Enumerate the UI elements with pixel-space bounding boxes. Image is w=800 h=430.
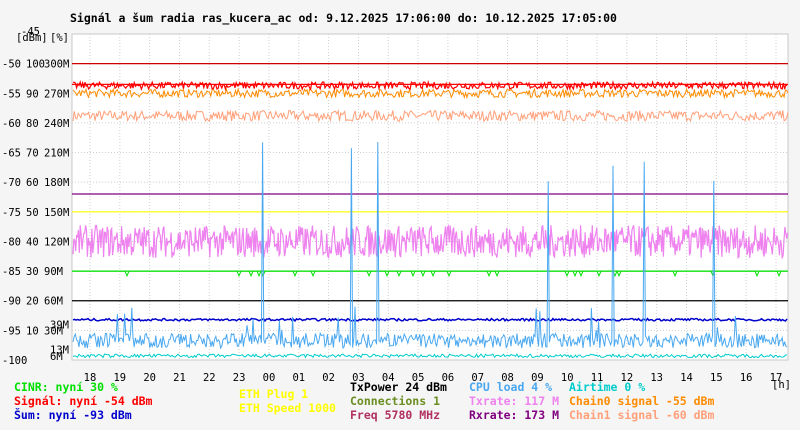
x-tick-label: 09 [531,372,544,384]
y-tick-rate: 150M [44,207,69,219]
y-tick-pct: 30 [26,266,39,278]
y-tick-rate: 210M [44,148,69,160]
y-tick-pct: 70 [26,148,39,160]
x-tick-label: 12 [621,372,634,384]
legend-signal: Signál: nyní -54 dBm [14,394,153,408]
legend-eth-plug: ETH Plug 1 [239,387,309,401]
y-tick-dbm: -70 [2,177,21,189]
x-tick-label: 14 [680,372,693,384]
series-chain0 [72,87,789,100]
x-tick-label: 21 [173,372,186,384]
y-tick-dbm: -95 [2,325,21,337]
series-noise [72,317,788,323]
y-tick-rate: 120M [44,236,69,248]
y-tick-dbm: -45 [21,26,40,38]
y-tick-dbm: -60 [2,118,21,130]
legend-eth-speed: ETH Speed 1000 [239,401,336,415]
marker-label: 39M [50,319,69,331]
y-tick-pct: 50 [26,207,39,219]
y-tick-rate: 30M [44,325,63,337]
y-tick-pct: 60 [26,177,39,189]
x-tick-label: 01 [292,372,305,384]
legend-col-3: TxPower 24 dBm Connections 1 Freq 5780 M… [350,380,447,422]
x-tick-label: 07 [471,372,484,384]
y-tick-dbm: -90 [2,296,21,308]
x-tick-label: 23 [233,372,246,384]
y-unit-pct: [%] [50,32,69,44]
legend-rxrate: Rxrate: 173 M [469,408,560,422]
legend-txrate: Txrate: 117 M [469,394,560,408]
y-tick-pct: 90 [26,88,39,100]
y-tick-pct: 80 [26,118,39,130]
legend-txpower: TxPower 24 dBm [350,380,447,394]
y-unit-dbm: [dBm] [16,32,48,44]
grid [71,33,789,361]
x-tick-label: 15 [710,372,723,384]
x-tick-label: 00 [263,372,276,384]
y-tick-pct: 40 [26,236,39,248]
series-txrate [72,223,789,260]
chart-title: Signál a šum radia ras_kucera_ac od: 9.1… [70,11,617,26]
legend-col-2: ETH Plug 1 ETH Speed 1000 [239,387,336,415]
y-tick-rate: 180M [44,177,69,189]
x-tick-label: 02 [322,372,335,384]
legend-connections: Connections 1 [350,394,441,408]
x-tick-label: 04 [382,372,395,384]
y-tick-rate: 300M [44,59,69,71]
y-tick-dbm: -55 [2,88,21,100]
x-tick-label: 05 [412,372,425,384]
y-tick-dbm: -85 [2,266,21,278]
x-tick-label: 16 [740,372,753,384]
series-layer [72,79,789,359]
axis-labels: -45 -50 100 300M -55 90 270M -60 80 240M -65 70 210M… [2,26,782,384]
x-unit: [h] [772,379,791,391]
x-tick-label: 10 [561,372,574,384]
y-tick-rate: 60M [44,296,63,308]
y-tick-dbm: -65 [2,148,21,160]
legend-chain1: Chain1 signal -60 dBm [569,408,715,422]
x-tick-label: 18 [84,372,97,384]
x-tick-label: 11 [591,372,604,384]
legend-col-5: Airtime 0 % Chain0 signal -55 dBm Chain1… [569,380,714,422]
marker-label: 13M [50,344,69,356]
y-tick-dbm: -100 [2,355,27,367]
series-cinr [73,269,787,278]
marker-label: 6M [50,351,63,363]
y-tick-pct: 20 [26,296,39,308]
y-tick-rate: 240M [44,118,69,130]
legend-cinr: CINR: nyní 30 % [14,380,118,394]
legend-airtime: Airtime 0 % [569,380,646,394]
y-tick-pct: 100 [26,59,45,71]
x-tick-label: 20 [143,372,156,384]
y-tick-pct: 10 [26,325,39,337]
legend-chain0: Chain0 signal -55 dBm [569,394,715,408]
series-signal [72,79,788,92]
plot-area [71,33,789,361]
x-tick-label: 06 [442,372,455,384]
y-tick-dbm: -80 [2,236,21,248]
y-tick-dbm: -75 [2,207,21,219]
x-tick-label: 22 [203,372,216,384]
series-cpu [72,141,788,350]
x-tick-label: 17 [770,372,783,384]
legend-noise: Šum: nyní -93 dBm [14,408,132,422]
legend-col-1: CINR: nyní 30 % Signál: nyní -54 dBm Šum… [14,380,152,422]
legend-freq: Freq 5780 MHz [350,408,441,422]
series-chain1 [72,109,789,123]
series-airtime [72,352,787,359]
y-tick-dbm: -50 [2,59,21,71]
legend-cpu: CPU load 4 % [469,380,553,394]
x-tick-label: 03 [352,372,365,384]
y-tick-rate: 90M [44,266,63,278]
y-tick-rate: 270M [44,88,69,100]
x-tick-label: 19 [113,372,126,384]
x-tick-label: 08 [501,372,514,384]
x-tick-label: 13 [650,372,663,384]
legend-col-4: CPU load 4 % Txrate: 117 M Rxrate: 173 M [469,380,559,422]
